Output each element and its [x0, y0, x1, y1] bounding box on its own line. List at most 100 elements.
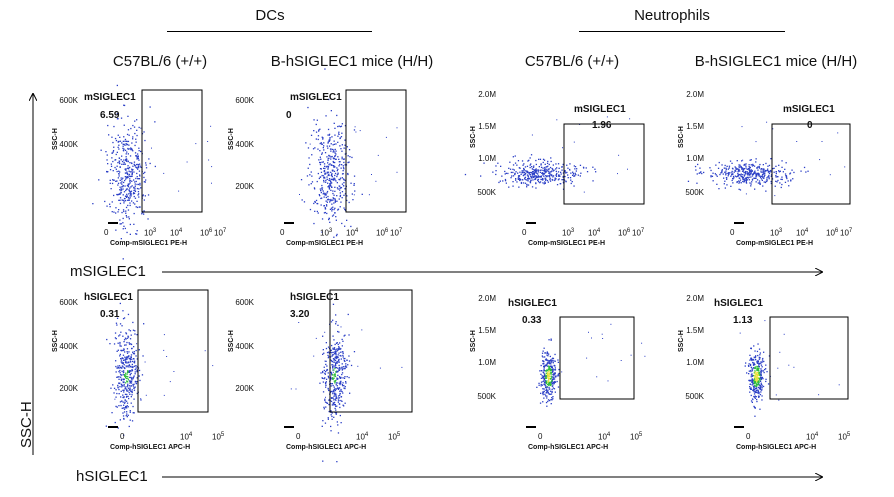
- event-dot: [762, 168, 764, 170]
- event-dot: [340, 382, 342, 384]
- event-dot: [337, 156, 339, 158]
- event-dot: [761, 385, 763, 387]
- event-dot: [334, 373, 336, 376]
- event-dot: [737, 170, 739, 173]
- event-dot: [308, 184, 310, 186]
- event-dot: [754, 415, 756, 417]
- event-dot: [335, 413, 337, 415]
- event-dot: [335, 158, 337, 160]
- y-tick-label: 400K: [235, 342, 254, 351]
- event-dot: [322, 193, 324, 195]
- event-dot: [124, 168, 126, 170]
- event-dot: [547, 400, 549, 403]
- event-dot: [138, 193, 140, 195]
- event-dot: [127, 379, 130, 381]
- event-dot: [731, 179, 733, 182]
- event-dot: [124, 351, 126, 353]
- event-dot: [121, 384, 123, 386]
- event-dot: [350, 364, 353, 367]
- x-tick-label: 106: [826, 228, 839, 238]
- gate-percentage: 1.13: [733, 315, 753, 326]
- event-dot: [562, 176, 564, 178]
- event-dot: [331, 364, 333, 366]
- event-dot: [123, 408, 126, 410]
- event-dot: [117, 427, 119, 429]
- event-dot: [207, 141, 209, 142]
- event-dot: [124, 377, 127, 379]
- event-dot: [751, 181, 753, 183]
- event-dot: [332, 397, 334, 399]
- event-dot: [754, 379, 756, 381]
- event-dot: [523, 167, 525, 170]
- event-dot: [838, 384, 840, 386]
- event-dot: [333, 416, 335, 418]
- event-dot: [547, 381, 549, 383]
- event-dot: [752, 173, 754, 176]
- event-dot: [132, 351, 134, 353]
- event-dot: [129, 393, 131, 395]
- event-dot: [125, 332, 127, 334]
- event-dot: [112, 170, 114, 172]
- event-dot: [118, 382, 120, 384]
- event-dot: [136, 369, 138, 371]
- event-dot: [125, 338, 127, 340]
- event-dot: [552, 374, 555, 376]
- event-dot: [752, 378, 754, 381]
- event-dot: [122, 407, 124, 409]
- event-dot: [133, 361, 135, 363]
- event-dot: [134, 164, 136, 167]
- event-dot: [527, 160, 529, 162]
- event-dot: [582, 166, 585, 168]
- event-dot: [131, 200, 133, 202]
- event-dot: [133, 412, 135, 414]
- event-dot: [533, 165, 535, 167]
- event-dot: [337, 387, 339, 389]
- event-dot: [130, 381, 132, 384]
- event-dot: [116, 193, 118, 196]
- event-dot: [129, 330, 132, 332]
- event-dot: [539, 158, 542, 160]
- event-dot: [334, 379, 337, 382]
- event-dot: [118, 335, 120, 337]
- event-dot: [139, 379, 141, 382]
- event-dot: [111, 211, 113, 213]
- event-dot: [339, 189, 341, 191]
- event-dot: [116, 376, 118, 378]
- x-tick-label: 106: [618, 228, 631, 238]
- y-tick-label: 2.0M: [478, 294, 496, 303]
- event-dot: [331, 344, 333, 347]
- event-dot: [128, 329, 130, 331]
- event-dot: [331, 210, 333, 212]
- event-dot: [324, 331, 326, 333]
- event-dot: [341, 351, 344, 353]
- x-tick-label: 0: [538, 432, 543, 441]
- event-dot: [723, 183, 725, 185]
- event-dot: [117, 376, 119, 378]
- event-dot: [547, 181, 549, 183]
- event-dot: [131, 180, 133, 182]
- event-dot: [337, 374, 339, 376]
- event-dot: [762, 385, 765, 388]
- x-tick-label: 106: [376, 228, 389, 238]
- event-dot: [532, 173, 534, 175]
- event-dot: [545, 381, 547, 383]
- event-dot: [724, 172, 727, 174]
- event-dot: [321, 218, 324, 220]
- event-dot: [751, 375, 754, 377]
- event-dot: [756, 360, 758, 363]
- event-dot: [547, 361, 549, 363]
- event-dot: [109, 343, 111, 345]
- event-dot: [121, 160, 124, 163]
- event-dot: [339, 368, 341, 370]
- event-dot: [528, 159, 530, 161]
- event-dot: [125, 159, 127, 162]
- event-dot: [545, 170, 547, 172]
- event-dot: [315, 123, 317, 126]
- event-dot: [538, 384, 540, 386]
- event-dot: [125, 140, 127, 142]
- event-dot: [121, 325, 123, 327]
- event-dot: [328, 356, 330, 358]
- event-dot: [739, 189, 742, 191]
- event-dot: [750, 388, 753, 390]
- event-dot: [340, 187, 343, 189]
